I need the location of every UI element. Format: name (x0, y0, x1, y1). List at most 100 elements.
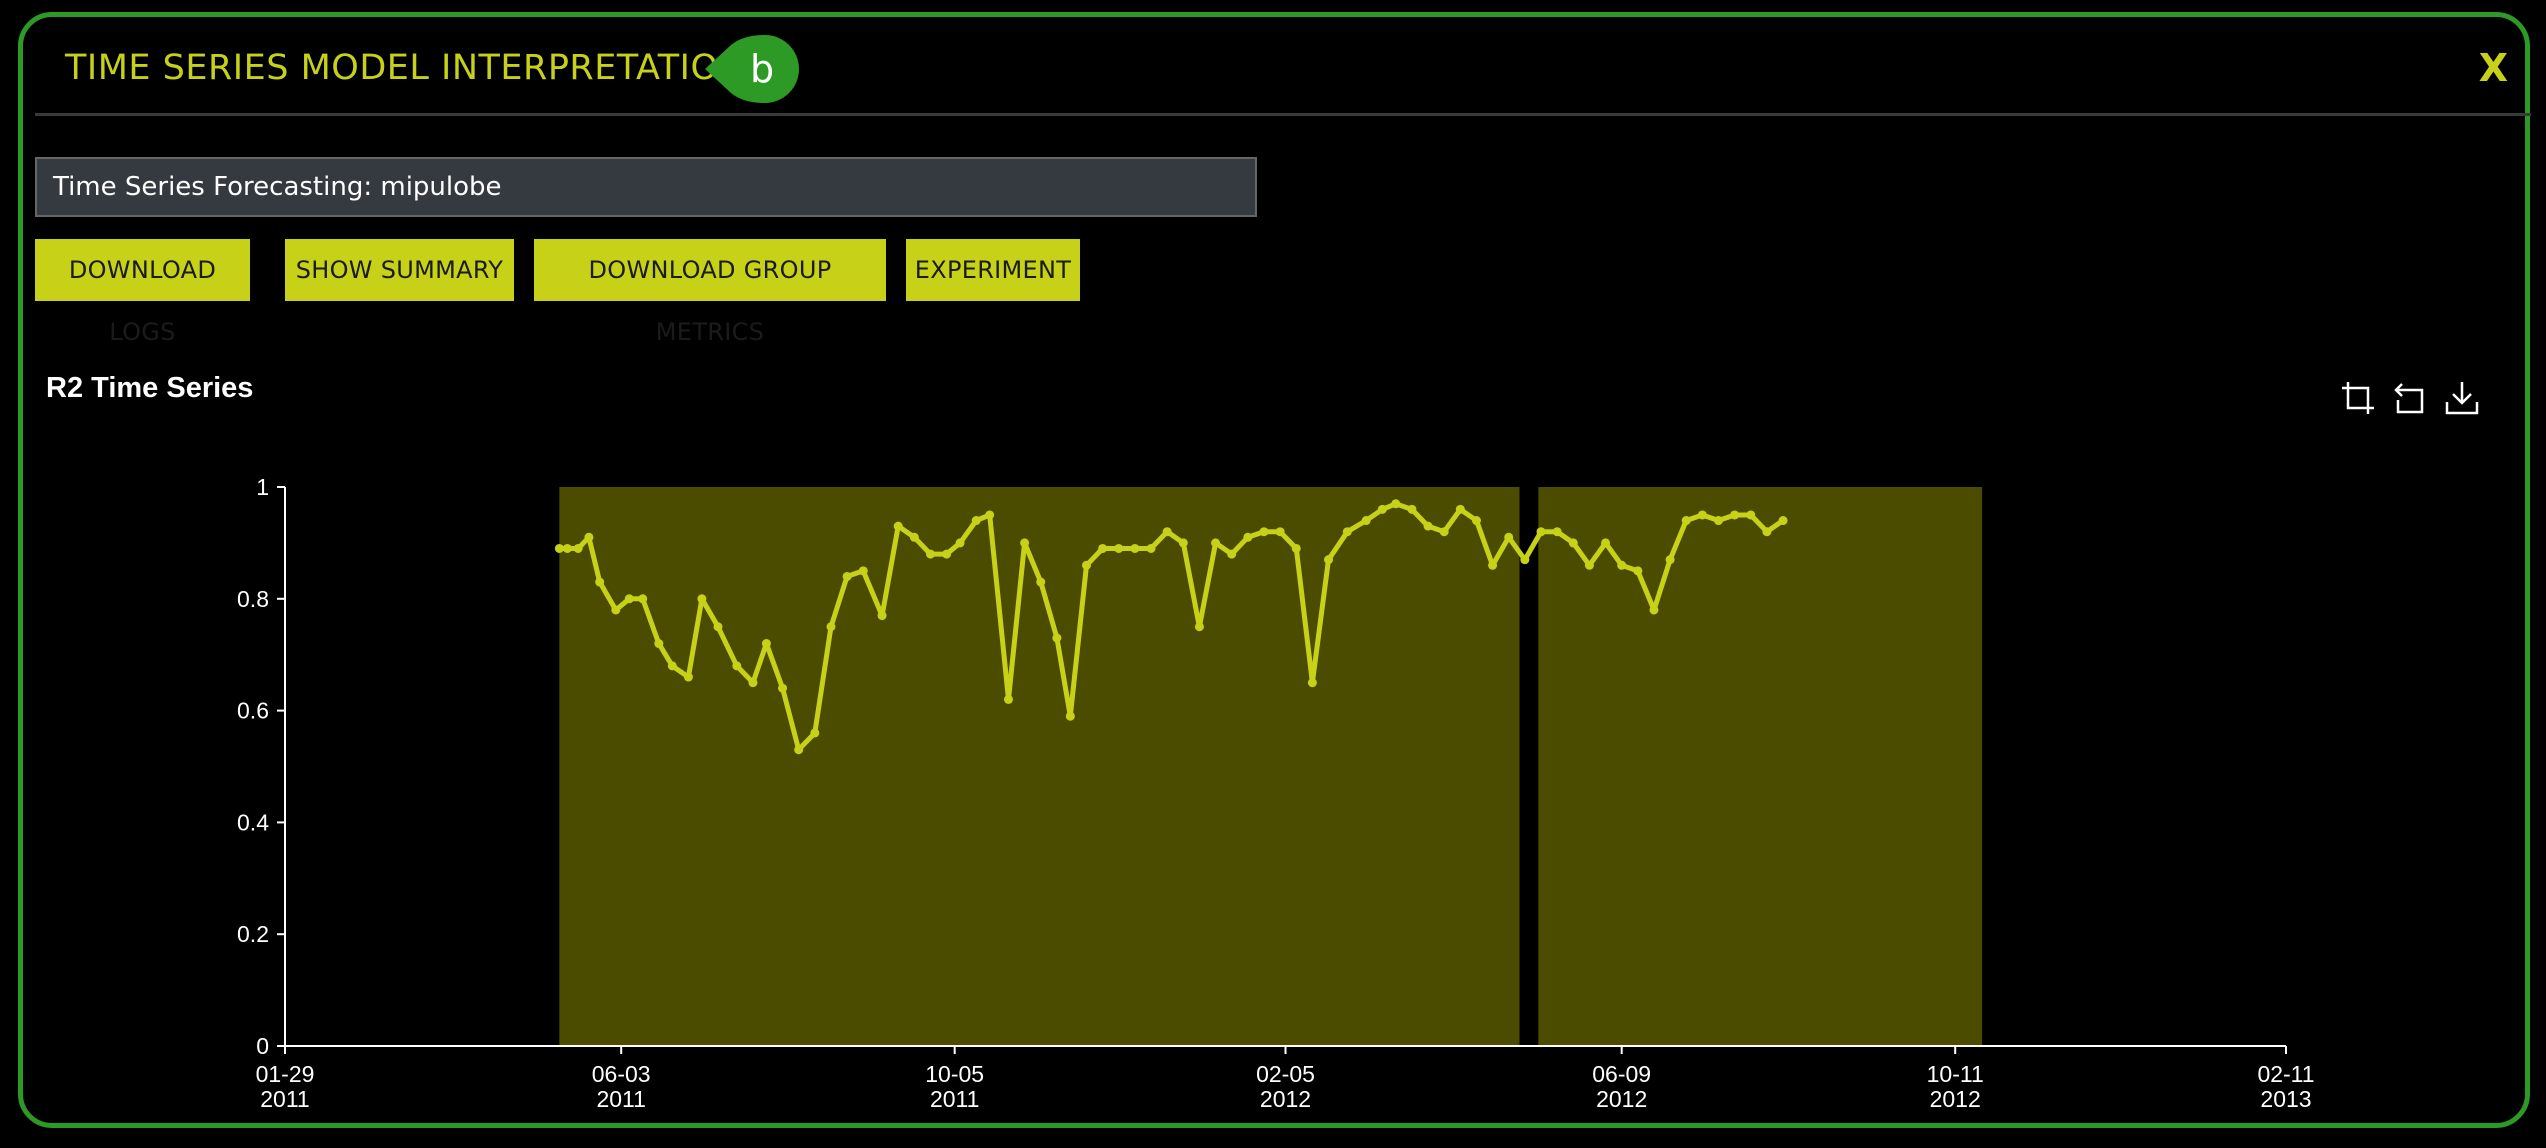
y-tick-label: 0.8 (237, 586, 269, 612)
data-point (732, 661, 742, 671)
data-point (1568, 538, 1578, 548)
x-tick-year-label: 2011 (930, 1086, 979, 1112)
data-point (1746, 510, 1756, 520)
data-point (584, 532, 594, 542)
data-point (1036, 577, 1046, 587)
data-point (1471, 516, 1481, 526)
badge-letter: b (750, 47, 775, 91)
close-button[interactable]: X (2478, 46, 2508, 90)
data-point (810, 728, 820, 738)
data-point (638, 594, 648, 604)
data-point (1730, 510, 1740, 520)
data-point (778, 683, 788, 693)
download-logs-button[interactable]: DOWNLOAD LOGS (35, 239, 250, 346)
data-point (925, 549, 935, 559)
data-point (761, 639, 771, 649)
download-icon[interactable] (2444, 380, 2480, 416)
data-point (942, 549, 952, 559)
data-point (1584, 560, 1594, 570)
data-point (1178, 538, 1188, 548)
data-point (1098, 543, 1108, 553)
data-point (1423, 521, 1433, 531)
zoom-select-icon[interactable] (2340, 380, 2376, 416)
x-tick-year-label: 2011 (260, 1086, 309, 1112)
x-tick-label: 06-09 (1592, 1061, 1651, 1087)
data-point (1455, 504, 1465, 514)
y-tick-label: 0 (256, 1033, 269, 1059)
data-point (1243, 532, 1253, 542)
data-point (1324, 555, 1334, 565)
y-tick-label: 0.6 (237, 698, 269, 724)
data-point (1552, 527, 1562, 537)
y-tick-label: 1 (256, 474, 269, 500)
data-point (697, 594, 707, 604)
data-point (1407, 504, 1417, 514)
data-point (1307, 678, 1317, 688)
experiment-name-field[interactable]: Time Series Forecasting: mipulobe (35, 157, 1257, 217)
chart-title: R2 Time Series (46, 372, 254, 404)
y-tick-label: 0.4 (237, 809, 269, 835)
zoom-reset-icon[interactable] (2392, 380, 2428, 416)
data-point (877, 611, 887, 621)
data-point (985, 510, 995, 520)
data-point (1081, 560, 1091, 570)
x-tick-label: 02-05 (1256, 1061, 1315, 1087)
data-point (713, 622, 723, 632)
data-point (1003, 694, 1013, 704)
data-point (654, 639, 664, 649)
data-point (1439, 527, 1449, 537)
data-point (1291, 543, 1301, 553)
data-point (1601, 538, 1611, 548)
x-tick-label: 10-05 (925, 1061, 984, 1087)
data-point (893, 521, 903, 531)
data-point (1020, 538, 1030, 548)
data-point (1377, 504, 1387, 514)
data-point (794, 745, 804, 755)
x-tick-label: 06-03 (592, 1061, 651, 1087)
data-point (667, 661, 677, 671)
data-point (1227, 549, 1237, 559)
data-point (1633, 566, 1643, 576)
data-point (624, 594, 634, 604)
x-tick-year-label: 2011 (596, 1086, 645, 1112)
data-point (611, 605, 621, 615)
data-point (1762, 527, 1772, 537)
data-point (1052, 633, 1062, 643)
data-point (955, 538, 965, 548)
data-point (842, 571, 852, 581)
data-point (1778, 516, 1788, 526)
shaded-range-2 (1538, 487, 1983, 1046)
data-point (1649, 605, 1659, 615)
data-point (1665, 555, 1675, 565)
data-point (1617, 560, 1627, 570)
data-point (1536, 527, 1546, 537)
show-summary-button[interactable]: SHOW SUMMARY (285, 239, 514, 301)
data-point (1488, 560, 1498, 570)
data-point (1194, 622, 1204, 632)
x-tick-label: 01-29 (256, 1061, 315, 1087)
data-point (1275, 527, 1285, 537)
data-point (1520, 555, 1530, 565)
data-point (1697, 510, 1707, 520)
data-point (909, 532, 919, 542)
data-point (683, 672, 693, 682)
data-point (1162, 527, 1172, 537)
x-tick-year-label: 2012 (1930, 1086, 1981, 1112)
data-point (1211, 538, 1221, 548)
data-point (573, 543, 583, 553)
data-point (748, 678, 758, 688)
data-point (554, 543, 564, 553)
data-point (1342, 527, 1352, 537)
x-tick-year-label: 2013 (2260, 1086, 2311, 1112)
x-tick-label: 10-11 (1927, 1061, 1984, 1087)
data-point (1504, 532, 1514, 542)
x-tick-label: 02-11 (2257, 1061, 2314, 1087)
y-tick-label: 0.2 (237, 921, 269, 947)
shaded-range-1 (559, 487, 1520, 1046)
experiment-button[interactable]: EXPERIMENT (906, 239, 1080, 301)
data-point (1065, 711, 1075, 721)
download-group-metrics-button[interactable]: DOWNLOAD GROUP METRICS (534, 239, 886, 346)
x-tick-year-label: 2012 (1596, 1086, 1647, 1112)
data-point (1130, 543, 1140, 553)
